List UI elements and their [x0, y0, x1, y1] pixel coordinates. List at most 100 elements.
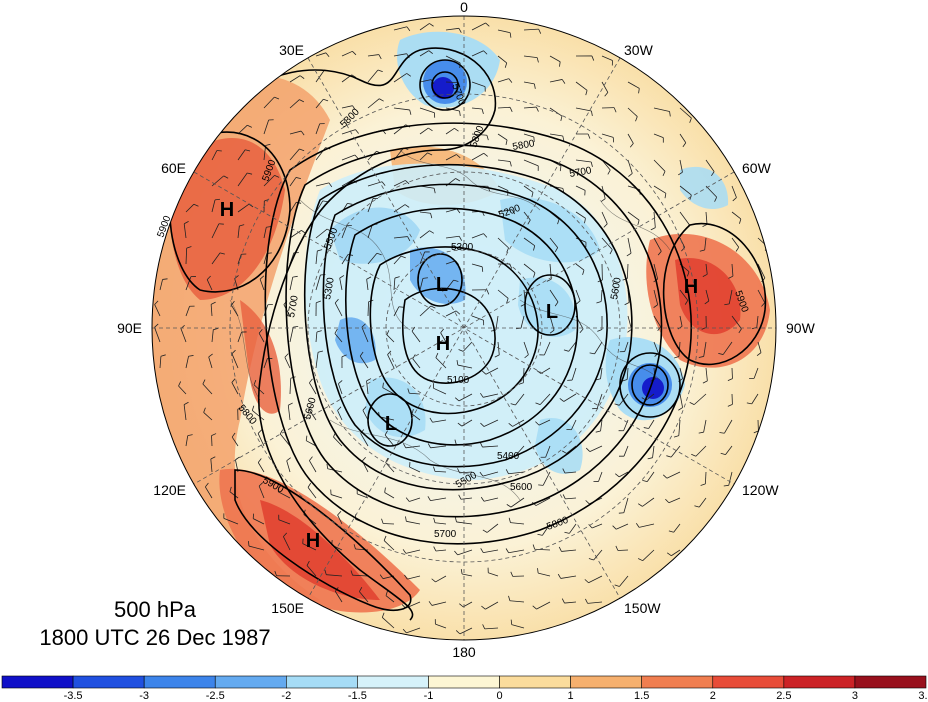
contour-label: 5300: [451, 242, 474, 253]
wind-barb-flag: [377, 69, 383, 73]
wind-barb: [419, 211, 431, 214]
wind-barb: [594, 341, 603, 355]
wind-barb: [206, 279, 213, 291]
wind-barb: [566, 445, 577, 454]
lon-label-90w: 90W: [786, 320, 816, 336]
wind-barb-flag: [508, 78, 513, 83]
wind-barb: [409, 497, 421, 502]
wind-barb-flag: [588, 558, 594, 561]
wind-barb-flag: [562, 494, 566, 500]
wind-barb-flag: [510, 403, 516, 406]
wind-barb: [367, 98, 380, 109]
colorbar-tick-label: -3.5: [64, 690, 83, 702]
wind-barb: [509, 600, 525, 603]
wind-barb: [445, 260, 456, 265]
wind-barb-flag: [535, 402, 541, 406]
wind-barb: [279, 433, 291, 447]
wind-barb: [462, 341, 473, 352]
wind-barb: [367, 69, 379, 83]
wind-barb: [289, 75, 301, 83]
wind-barb-flag: [422, 277, 428, 279]
wind-barb: [248, 545, 265, 551]
wind-barb: [626, 367, 629, 380]
pressure-system-markers: H H H H L L L: [220, 199, 698, 552]
wind-barb-flag: [527, 219, 531, 225]
wind-barb: [411, 413, 421, 421]
wind-barb-flag: [454, 517, 457, 523]
colorbar-box: [428, 675, 500, 689]
wind-barb: [728, 471, 733, 486]
wind-barb: [679, 159, 683, 173]
wind-barb: [257, 462, 265, 473]
wind-barb: [367, 252, 378, 265]
colorbar-box: [143, 675, 216, 689]
wind-barb-flag: [637, 220, 640, 226]
wind-barb: [497, 289, 509, 299]
wind-barb-flag: [316, 300, 321, 304]
wind-barb: [497, 55, 507, 64]
wind-barb-flag: [650, 227, 656, 231]
wind-barb: [263, 145, 266, 161]
wind-barb: [211, 175, 224, 187]
wind-barb: [258, 333, 265, 343]
colorbar-box: [72, 675, 145, 689]
wind-barb: [419, 230, 430, 239]
wind-barb: [289, 99, 300, 109]
wind-barb: [666, 471, 681, 479]
wind-barb: [653, 159, 666, 172]
wind-barb-flag: [274, 174, 280, 178]
wind-barb-flag: [666, 552, 672, 557]
wind-barb-flag: [711, 171, 715, 177]
wind-barb-flag: [347, 254, 354, 256]
wind-barb: [445, 154, 457, 161]
wind-barb: [756, 315, 759, 328]
wind-barb-flag: [407, 388, 410, 394]
wind-barb: [459, 627, 473, 635]
wind-barb-flag: [485, 22, 490, 27]
wind-barb: [283, 536, 291, 551]
wind-barb-flag: [454, 397, 460, 402]
colorbar-box: [641, 675, 714, 689]
wind-barb: [652, 445, 655, 458]
wind-barb: [728, 289, 733, 304]
wind-barb: [326, 574, 343, 577]
wind-barb: [419, 305, 432, 317]
wind-barb-flag: [454, 550, 458, 556]
wind-barb: [627, 315, 632, 330]
wind-barb: [367, 54, 379, 57]
wind-barb: [315, 352, 319, 369]
wind-barb-flag: [673, 435, 679, 438]
wind-barb: [183, 223, 187, 239]
wind-barb-flag: [637, 503, 643, 507]
wind-barb-flag: [691, 453, 697, 457]
wind-barb: [645, 393, 655, 401]
wind-barb-flag: [643, 427, 649, 429]
wind-barb: [679, 289, 689, 301]
wind-barb: [393, 73, 407, 83]
wind-barb-flag: [398, 306, 404, 308]
wind-barb-flag: [719, 432, 725, 434]
wind-barb-flag: [299, 75, 305, 79]
wind-barb-flag: [387, 350, 392, 355]
wind-barb-flag: [537, 568, 539, 574]
wind-barb: [237, 203, 250, 213]
colorbar-box: [1, 675, 74, 689]
wind-barb: [257, 433, 265, 447]
wind-barb-flag: [404, 204, 410, 208]
wind-barb-flag: [624, 302, 630, 306]
wind-barb: [435, 549, 447, 552]
wind-barb-flag: [160, 354, 166, 357]
wind-barb-flag: [247, 172, 253, 175]
wind-barb: [306, 565, 317, 577]
wind-barb-flag: [308, 404, 312, 410]
wind-barb-flag: [184, 221, 189, 225]
valid-time-label: 1800 UTC 26 Dec 1987: [39, 625, 270, 650]
wind-barb: [263, 227, 267, 239]
wind-barb: [523, 211, 531, 221]
wind-barb-flag: [458, 494, 462, 500]
wind-barb-flag: [739, 218, 742, 224]
wind-barb: [536, 601, 551, 610]
wind-barb-flag: [613, 107, 617, 113]
wind-barb: [237, 149, 246, 161]
wind-barb-flag: [381, 518, 384, 524]
